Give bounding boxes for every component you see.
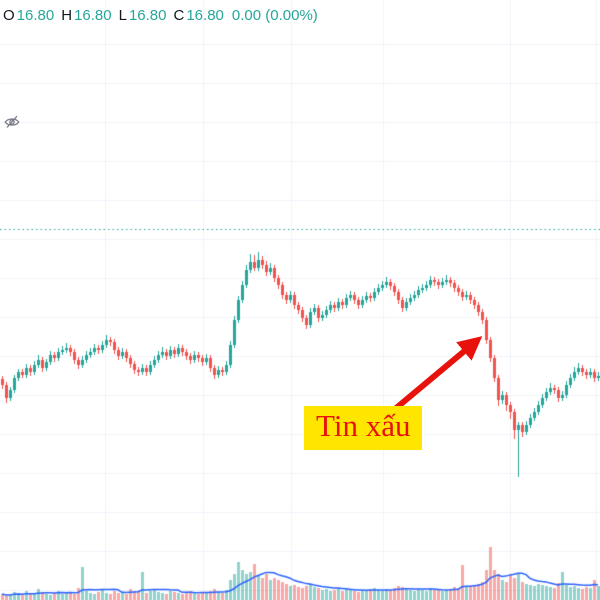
ohlc-legend: O 16.80 H 16.80 L 16.80 C 16.80 0.00 (0.00%)	[3, 7, 318, 24]
close-label: C	[173, 7, 185, 24]
open-value: 16.80	[16, 7, 55, 24]
low-value: 16.80	[128, 7, 167, 24]
high-label: H	[61, 7, 73, 24]
eye-off-icon[interactable]	[3, 113, 21, 131]
change-value: 0.00 (0.00%)	[231, 7, 318, 24]
open-label: O	[3, 7, 15, 24]
low-label: L	[118, 7, 127, 24]
high-value: 16.80	[74, 7, 112, 24]
close-value: 16.80	[186, 7, 224, 24]
news-annotation-label[interactable]: Tin xấu	[304, 406, 423, 450]
